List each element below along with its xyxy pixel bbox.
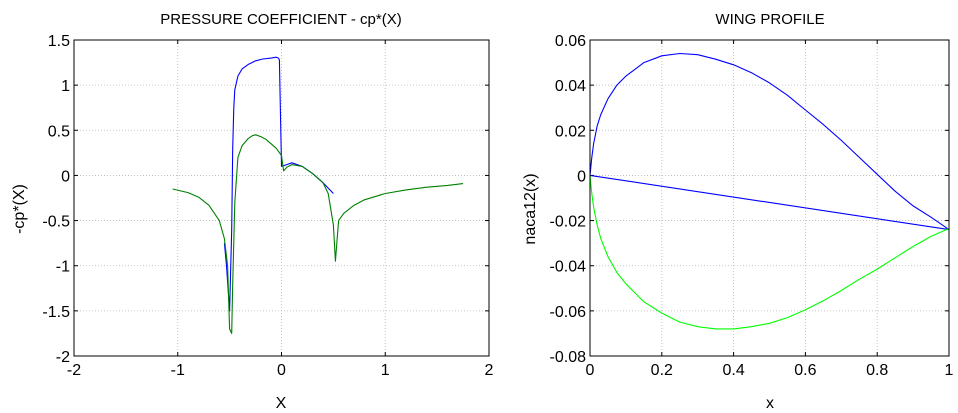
x-tick-label: 0.8 [866, 362, 888, 379]
wing-profile-chart-frame [589, 39, 950, 357]
pressure-chart-frame [73, 39, 490, 357]
pressure-chart-ylabel: -cp*(X) [11, 184, 28, 234]
pressure-chart-series [172, 56, 464, 334]
y-tick-label: 0 [61, 168, 70, 185]
y-tick-label: 0 [577, 168, 586, 185]
x-tick-label: 1 [381, 362, 390, 379]
y-tick-label: 1 [61, 78, 70, 95]
y-tick-label: -0.08 [550, 349, 587, 366]
y-tick-label: -0.04 [550, 259, 587, 276]
wing-profile-chart-title: WING PROFILE [715, 11, 824, 28]
x-tick-label: -1 [171, 362, 185, 379]
y-tick-label: -0.06 [550, 304, 587, 321]
pressure-chart-xlabel: X [276, 395, 287, 412]
y-tick-label: -1.5 [42, 304, 70, 321]
y-tick-label: -1 [56, 259, 70, 276]
y-tick-label: 0.5 [48, 123, 70, 140]
y-tick-label: -0.02 [550, 214, 587, 231]
y-tick-label: -0.5 [42, 214, 70, 231]
wing-profile-chart-ticks: 0 0.2 0.4 0.6 0.8 1 0.06 0.04 0.02 0 -0.02 -0.04 -0.… [550, 33, 954, 379]
pressure-chart-grid [74, 40, 489, 356]
x-tick-label: 0 [277, 362, 286, 379]
y-tick-label: 0.04 [555, 78, 586, 95]
pressure-chart-ticks: -2 -1 0 1 2 1.5 1 0.5 0 -0.5 -1 -1.5 -2 [42, 33, 493, 379]
x-tick-label: 0 [586, 362, 595, 379]
y-tick-label: -2 [56, 349, 70, 366]
wing-profile-chart-xlabel: x [766, 395, 774, 412]
wing-profile-chart-series [589, 52, 950, 330]
y-tick-label: 1.5 [48, 33, 70, 50]
x-tick-label: -2 [67, 362, 81, 379]
series-line-1 [172, 134, 464, 334]
x-tick-label: 0.4 [722, 362, 744, 379]
wing-profile-chart-grid [590, 40, 949, 356]
series-line-0 [223, 56, 334, 312]
x-tick-label: 2 [485, 362, 494, 379]
wing-profile-chart-ylabel: naca12(x) [522, 173, 539, 244]
x-tick-label: 0.2 [651, 362, 673, 379]
series-line-0 [589, 52, 950, 231]
y-tick-label: 0.06 [555, 33, 586, 50]
wing-profile-chart: WING PROFILE x naca12(x) 0 0.2 0.4 0.6 0.8 10… [522, 11, 954, 412]
series-line-2 [589, 175, 950, 330]
series-line-1 [589, 174, 950, 231]
x-tick-label: 1 [945, 362, 954, 379]
x-tick-label: 0.6 [794, 362, 816, 379]
pressure-chart-title: PRESSURE COEFFICIENT - cp*(X) [160, 11, 401, 28]
pressure-chart: PRESSURE COEFFICIENT - cp*(X) X -cp*(X) … [11, 11, 494, 412]
y-tick-label: 0.02 [555, 123, 586, 140]
